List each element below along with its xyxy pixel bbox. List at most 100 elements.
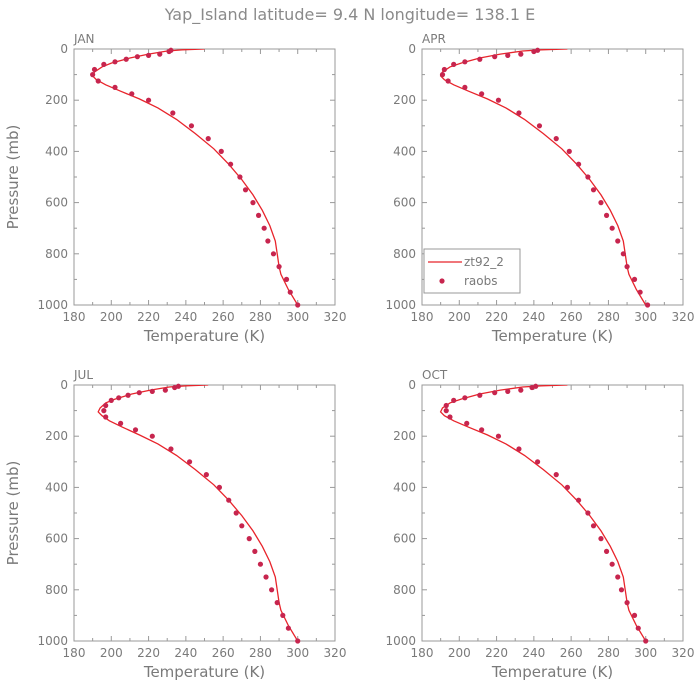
y-tick-label: 400 — [45, 480, 68, 494]
y-tick-label: 200 — [393, 93, 416, 107]
series-line-zt92_2 — [439, 385, 647, 641]
obs-point — [170, 110, 176, 116]
obs-point — [624, 600, 630, 606]
y-tick-label: 0 — [408, 378, 416, 392]
obs-point — [505, 52, 511, 59]
obs-point — [108, 397, 114, 403]
obs-point — [295, 638, 301, 644]
x-axis-label: Temperature (K) — [491, 663, 613, 681]
obs-point — [283, 276, 290, 282]
obs-point — [505, 388, 511, 394]
obs-point — [112, 59, 118, 65]
y-axis-label: Pressure (mb) — [4, 461, 22, 566]
obs-point — [257, 561, 264, 567]
obs-point — [295, 302, 301, 308]
x-tick-label: 260 — [560, 310, 583, 324]
y-tick-label: 1000 — [385, 634, 416, 648]
obs-point — [620, 251, 626, 257]
obs-point — [103, 402, 109, 409]
y-tick-label: 600 — [45, 532, 68, 546]
series-line-zt92_2 — [91, 49, 299, 305]
y-tick-label: 200 — [45, 429, 68, 443]
y-tick-label: 0 — [60, 378, 68, 392]
x-tick-label: 200 — [448, 646, 471, 660]
y-tick-label: 1000 — [37, 298, 68, 312]
obs-point — [603, 212, 610, 218]
obs-point — [443, 408, 449, 414]
obs-point — [441, 66, 447, 73]
obs-point — [101, 408, 107, 414]
obs-point — [618, 587, 625, 593]
x-tick-label: 220 — [137, 310, 160, 324]
x-tick-label: 180 — [63, 310, 86, 324]
obs-point — [451, 397, 457, 403]
obs-point — [643, 638, 649, 644]
x-tick-label: 300 — [286, 310, 309, 324]
series-line-zt92_2 — [97, 385, 299, 641]
legend-dot-swatch — [439, 278, 445, 284]
obs-point — [252, 548, 258, 555]
obs-point — [261, 225, 267, 231]
obs-point — [609, 225, 615, 231]
obs-point — [274, 600, 280, 606]
obs-point — [218, 148, 224, 154]
obs-point — [233, 510, 239, 516]
obs-point — [495, 433, 502, 439]
obs-point — [518, 51, 524, 57]
obs-point — [280, 612, 286, 619]
y-tick-label: 600 — [393, 532, 416, 546]
obs-point — [462, 395, 468, 401]
obs-point — [516, 110, 522, 116]
obs-point — [270, 251, 277, 257]
obs-point — [91, 66, 98, 73]
obs-point — [129, 91, 135, 97]
y-tick-label: 0 — [408, 42, 416, 56]
y-tick-label: 1000 — [385, 298, 416, 312]
x-tick-label: 320 — [672, 310, 695, 324]
panel-label: JAN — [73, 32, 95, 46]
obs-point — [477, 392, 483, 398]
obs-point — [103, 414, 109, 420]
x-tick-label: 240 — [522, 310, 545, 324]
x-tick-label: 300 — [634, 310, 657, 324]
obs-point — [118, 420, 124, 426]
obs-point — [125, 392, 131, 398]
x-tick-label: 320 — [672, 646, 695, 660]
obs-point — [134, 54, 140, 60]
obs-point — [255, 212, 262, 218]
obs-point — [479, 91, 485, 97]
obs-point — [123, 56, 129, 62]
obs-point — [529, 384, 535, 391]
x-tick-label: 260 — [212, 646, 235, 660]
x-tick-label: 320 — [324, 310, 347, 324]
obs-point — [451, 61, 457, 67]
x-tick-label: 280 — [597, 646, 620, 660]
obs-point — [590, 523, 597, 529]
obs-point — [598, 200, 604, 206]
y-axis-label: Pressure (mb) — [4, 125, 22, 230]
obs-point — [553, 472, 559, 478]
panel-label: JUL — [73, 368, 93, 382]
x-tick-label: 280 — [249, 310, 272, 324]
obs-point — [228, 161, 234, 167]
x-tick-label: 320 — [324, 646, 347, 660]
obs-point — [162, 387, 168, 393]
obs-point — [462, 84, 468, 90]
obs-point — [90, 72, 96, 78]
x-axis-label: Temperature (K) — [491, 327, 613, 345]
obs-point — [534, 459, 541, 465]
obs-point — [492, 390, 498, 396]
obs-point — [287, 289, 293, 295]
obs-point — [250, 200, 256, 206]
obs-point — [188, 123, 195, 129]
obs-point — [157, 51, 163, 57]
x-tick-label: 240 — [522, 646, 545, 660]
x-tick-label: 260 — [212, 310, 235, 324]
y-tick-label: 1000 — [37, 634, 68, 648]
panel-label: OCT — [422, 368, 448, 382]
y-tick-label: 800 — [45, 583, 68, 597]
obs-point — [566, 148, 572, 154]
figure-title: Yap_Island latitude= 9.4 N longitude= 13… — [164, 5, 536, 25]
